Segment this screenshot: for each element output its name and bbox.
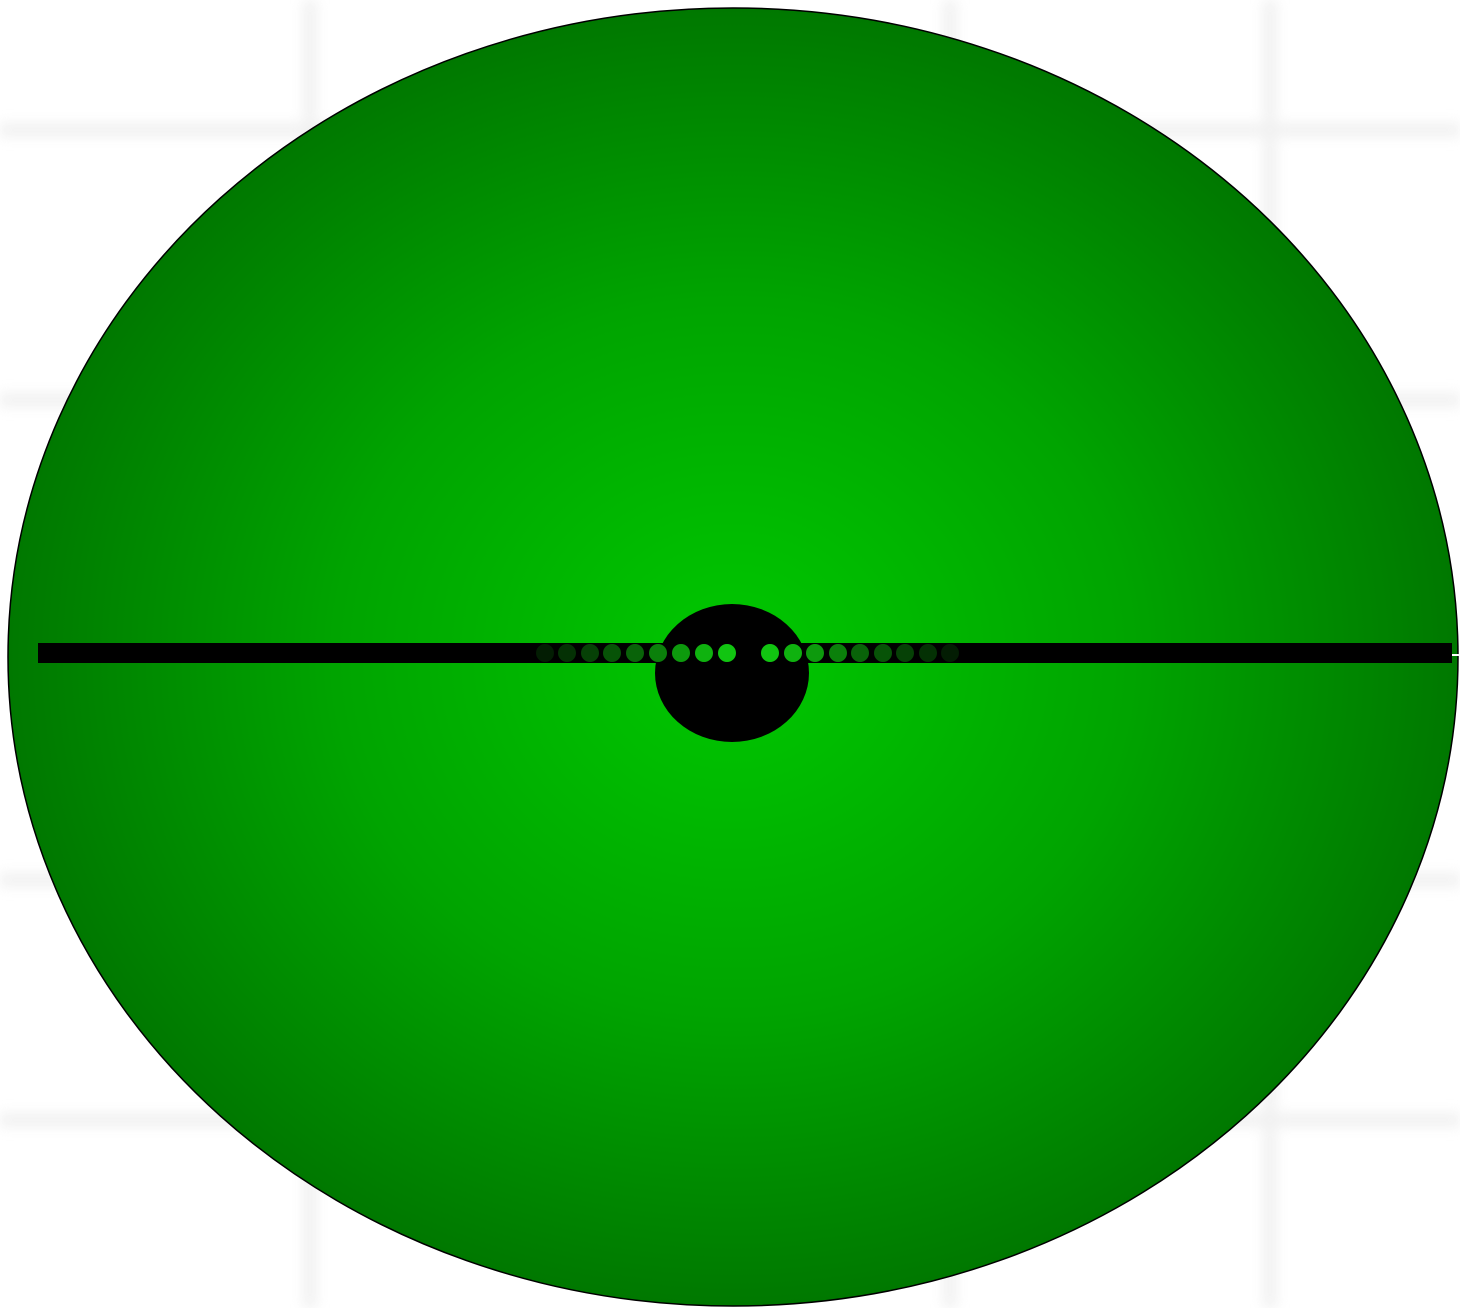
- dot: [626, 644, 644, 662]
- dot: [896, 644, 914, 662]
- dot: [874, 644, 892, 662]
- center-hub: [655, 604, 809, 742]
- dot: [806, 644, 824, 662]
- dot: [603, 644, 621, 662]
- dot-row: [536, 644, 959, 662]
- dot: [695, 644, 713, 662]
- dot: [784, 644, 802, 662]
- dot: [558, 644, 576, 662]
- dot: [581, 644, 599, 662]
- dot: [941, 644, 959, 662]
- dot: [718, 644, 736, 662]
- dot: [919, 644, 937, 662]
- dot: [761, 644, 779, 662]
- dot: [536, 644, 554, 662]
- dot: [851, 644, 869, 662]
- dot: [829, 644, 847, 662]
- dot: [649, 644, 667, 662]
- dot: [672, 644, 690, 662]
